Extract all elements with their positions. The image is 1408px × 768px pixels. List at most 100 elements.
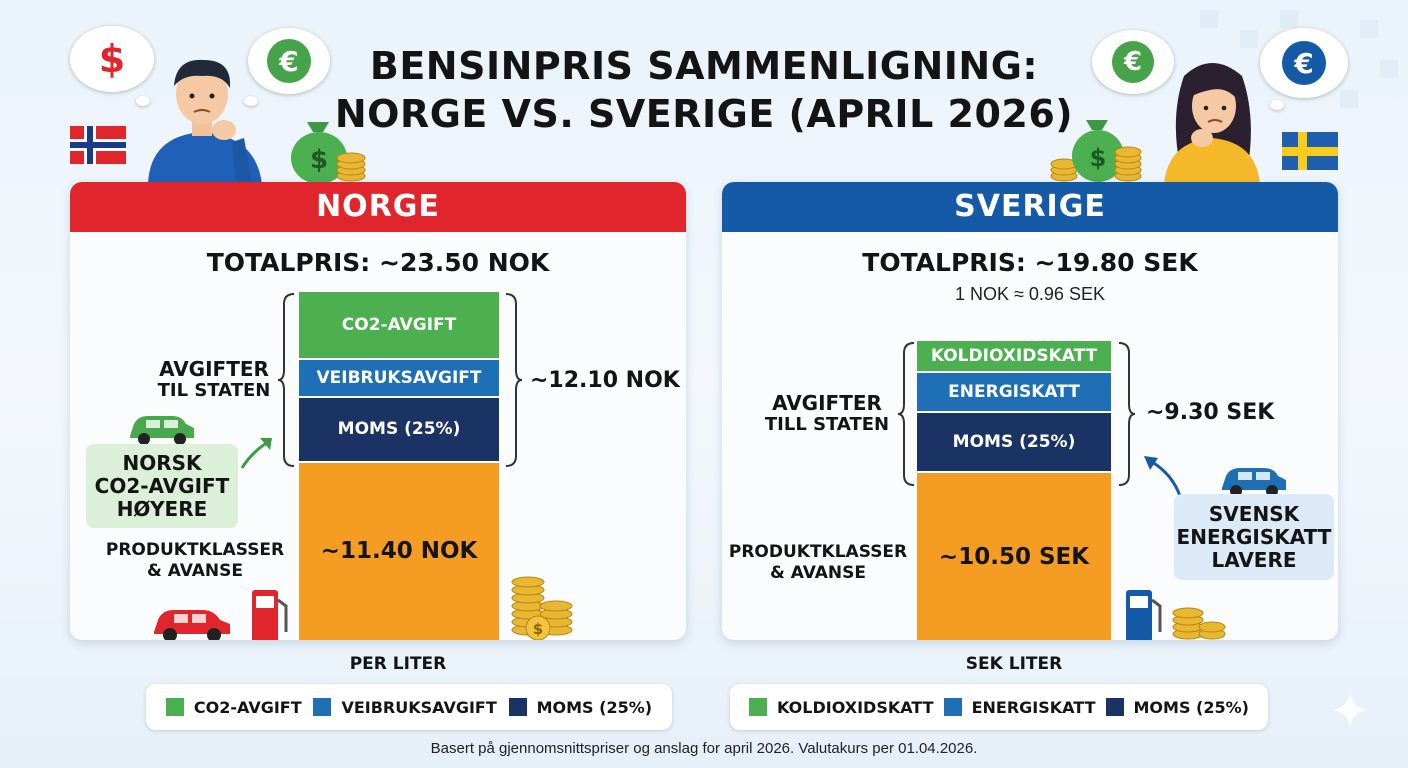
norway-tax-sum: ~12.10 NOK	[530, 368, 680, 393]
coin-stack-icon	[1172, 607, 1226, 640]
note-line-3: LAVERE	[1211, 547, 1297, 572]
segment-label: CO2-AVGIFT	[341, 315, 457, 336]
norway-bar-segment-11-40-nok: ~11.40 NOK	[299, 462, 499, 640]
legend-item-moms-25: MOMS (25%)	[1105, 697, 1249, 717]
dollar-icon: $	[98, 37, 126, 81]
legend-item-moms-25: MOMS (25%)	[508, 697, 653, 717]
legend-item-veibruksavgift: VEIBRUKSAVGIFT	[313, 697, 497, 717]
sweden-bar-segment-10-50-sek: ~10.50 SEK	[917, 473, 1111, 640]
sweden-header: SVERIGE	[722, 182, 1338, 232]
svg-text:$: $	[1090, 144, 1107, 172]
norway-bar-segment-moms-25: MOMS (25%)	[299, 397, 499, 463]
norway-co2-note: NORSK CO2-AVGIFT HØYERE	[86, 444, 238, 528]
blue-car-icon	[1222, 468, 1286, 497]
sweden-panel: SVERIGE TOTALPRIS: ~19.80 SEK 1 NOK ≈ 0.…	[722, 182, 1338, 640]
thought-dot	[1270, 100, 1284, 110]
coin-stack-icon: $	[511, 576, 573, 640]
legend-item-co2-avgift: CO2-AVGIFT	[165, 697, 302, 717]
footnote: Basert på gjennomsnittspriser og anslag …	[430, 740, 978, 757]
tax-label-line-1: AVGIFTER	[159, 357, 269, 381]
norway-bar-segment-co2-avgift: CO2-AVGIFT	[299, 292, 499, 361]
sweden-stacked-bar: ~10.50 SEK MOMS (25%) ENERGISKATT KOLDIOXID…	[917, 341, 1111, 640]
sparkle-icon	[1332, 692, 1368, 728]
segment-label: VEIBRUKSAVGIFT	[316, 368, 482, 389]
norway-flag-icon	[70, 126, 126, 164]
woman-thinking-illustration	[1164, 63, 1260, 184]
legend-label: MOMS (25%)	[536, 697, 653, 717]
green-car-icon	[130, 416, 194, 445]
product-label-line-1: PRODUKTKLASSER	[728, 542, 908, 562]
sweden-product-label: PRODUKTKLASSER & AVANSE	[728, 542, 908, 584]
norway-legend: CO2-AVGIFT VEIBRUKSAVGIFT MOMS (25%)	[146, 684, 672, 730]
segment-label: MOMS (25%)	[952, 431, 1076, 452]
title-line-1: BENSINPRIS SAMMENLIGNING:	[369, 44, 1039, 88]
sweden-tax-sum: ~9.30 SEK	[1146, 400, 1275, 425]
tax-label-line-2: TIL STATEN	[157, 380, 271, 401]
norway-stacked-bar: ~11.40 NOK MOMS (25%) VEIBRUKSAVGIFT CO2-AV…	[299, 292, 499, 640]
norway-header: NORGE	[70, 182, 686, 232]
tax-label-line-1: AVGIFTER	[772, 391, 882, 415]
thought-bubble-euro: €	[248, 28, 330, 94]
tax-label-line-2: TILL STATEN	[764, 414, 890, 435]
norway-panel: NORGE TOTALPRIS: ~23.50 NOK ~11.40 NOK MO…	[70, 182, 686, 640]
euro-icon: €	[267, 39, 311, 83]
sweden-energy-note: SVENSK ENERGISKATT LAVERE	[1174, 494, 1334, 580]
legend-swatch	[943, 698, 962, 716]
exchange-rate: 1 NOK ≈ 0.96 SEK	[955, 284, 1105, 304]
thought-bubble-euro-blue: €	[1260, 28, 1348, 98]
product-label-line-1: PRODUKTKLASSER	[105, 540, 285, 560]
euro-icon: €	[1112, 41, 1154, 83]
page-title: BENSINPRIS SAMMENLIGNING: NORGE VS. SVER…	[300, 42, 1108, 138]
arrow-up-icon	[240, 438, 272, 469]
legend-label: KOLDIOXIDSKATT	[777, 697, 934, 717]
norway-product-label: PRODUKTKLASSER & AVANSE	[100, 540, 290, 582]
segment-label: ENERGISKATT	[948, 381, 1080, 402]
sweden-legend: KOLDIOXIDSKATT ENERGISKATT MOMS (25%)	[730, 684, 1268, 730]
norway-bar-segment-veibruksavgift: VEIBRUKSAVGIFT	[299, 360, 499, 398]
note-line-2: CO2-AVGIFT	[94, 473, 230, 498]
sweden-flag-icon	[1282, 132, 1338, 170]
note-line-2: ENERGISKATT	[1176, 524, 1332, 549]
legend-item-energiskatt: ENERGISKATT	[943, 697, 1096, 717]
fuel-pump-icon	[252, 590, 288, 640]
title-line-2: NORGE VS. SVERIGE (APRIL 2026)	[334, 92, 1074, 136]
legend-label: ENERGISKATT	[971, 697, 1096, 717]
legend-item-koldioxidskatt: KOLDIOXIDSKATT	[749, 698, 934, 717]
bracket-left	[898, 342, 915, 486]
money-bag-icon: $	[291, 122, 366, 184]
svg-text:$: $	[310, 145, 328, 175]
bracket-right	[1118, 342, 1135, 486]
legend-label: VEIBRUKSAVGIFT	[341, 697, 497, 717]
segment-label: ~11.40 NOK	[320, 538, 478, 565]
legend-swatch	[165, 698, 184, 716]
bracket-left	[278, 293, 295, 467]
sweden-bar-segment-energiskatt: ENERGISKATT	[917, 372, 1111, 413]
segment-label: ~10.50 SEK	[938, 543, 1090, 570]
legend-label: CO2-AVGIFT	[193, 697, 302, 717]
arrow-up-icon	[1144, 456, 1182, 497]
coin-dollar-icon: $	[533, 620, 543, 638]
money-bag-icon: $	[1050, 120, 1142, 182]
segment-label: MOMS (25%)	[337, 419, 461, 440]
norway-tax-label: AVGIFTER TIL STATEN	[154, 358, 274, 402]
legend-swatch	[749, 698, 767, 716]
legend-swatch	[508, 698, 527, 716]
sweden-bar-segment-koldioxidskatt: KOLDIOXIDSKATT	[917, 341, 1111, 373]
norway-total-price: TOTALPRIS: ~23.50 NOK	[206, 248, 550, 277]
legend-swatch	[1105, 698, 1124, 716]
note-line-1: SVENSK	[1208, 501, 1300, 526]
note-line-3: HØYERE	[116, 496, 208, 521]
product-label-line-2: & AVANSE	[147, 561, 243, 581]
thought-bubble-euro-green: €	[1092, 30, 1174, 94]
sweden-bar-segment-moms-25: MOMS (25%)	[917, 412, 1111, 474]
bracket-right	[505, 293, 522, 467]
red-car-icon	[154, 610, 230, 640]
product-label-line-2: & AVANSE	[770, 563, 866, 583]
thought-dot	[244, 96, 258, 106]
legend-label: MOMS (25%)	[1133, 697, 1249, 717]
note-line-1: NORSK	[122, 450, 202, 475]
man-thinking-illustration	[148, 59, 262, 184]
norway-unit-label: PER LITER	[349, 654, 447, 674]
thought-bubble-dollar: $	[70, 26, 154, 92]
sweden-unit-label: SEK LITER	[965, 654, 1063, 674]
